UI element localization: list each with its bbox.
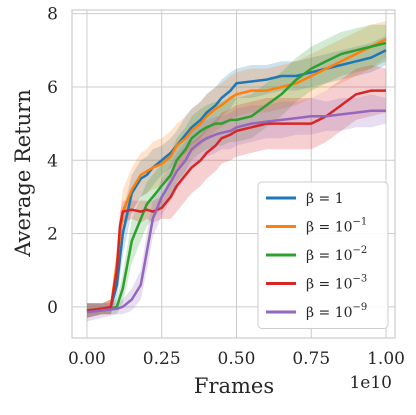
x-tick-label: 0.50 (218, 349, 256, 369)
legend-entry-label: β = 10−2 (306, 245, 367, 264)
tick-labels: 0.00 0.25 0.50 0.75 1.00 0 2 4 6 8 (47, 5, 405, 369)
series-band-1 (87, 21, 386, 318)
series-band-3 (87, 65, 386, 318)
axes (71, 9, 396, 339)
x-offset-label: 1e10 (349, 373, 392, 393)
y-tick-label: 4 (47, 151, 58, 171)
series-line-4 (86, 109, 386, 314)
series-line-2 (86, 41, 387, 312)
series-band-4 (87, 94, 386, 322)
x-tick-label: 1.00 (367, 349, 405, 369)
x-tick-label: 0.75 (292, 349, 330, 369)
x-tick-label: 0.25 (143, 349, 181, 369)
series-line-3 (86, 89, 386, 312)
plot-frame (71, 9, 396, 339)
legend-box (257, 181, 389, 329)
legend: β = 1 β = 10−1 β = 10−2 β = 10−3 β = 10−9 (257, 181, 389, 329)
y-tick-label: 0 (47, 298, 58, 318)
series-lines (86, 38, 387, 314)
series-line-1 (86, 38, 387, 312)
x-tick-label: 0.00 (68, 349, 106, 369)
legend-entry-label: β = 1 (306, 191, 344, 207)
legend-entry-label: β = 10−9 (306, 302, 367, 321)
x-axis-label: Frames (194, 374, 274, 398)
y-tick-label: 2 (47, 225, 58, 245)
series-line-0 (86, 49, 387, 312)
legend-entry-label: β = 10−3 (306, 274, 367, 293)
legend-entry-label: β = 10−1 (306, 217, 367, 236)
y-tick-label: 6 (47, 78, 58, 98)
y-axis-label: Average Return (11, 89, 35, 257)
y-tick-label: 8 (47, 5, 58, 25)
